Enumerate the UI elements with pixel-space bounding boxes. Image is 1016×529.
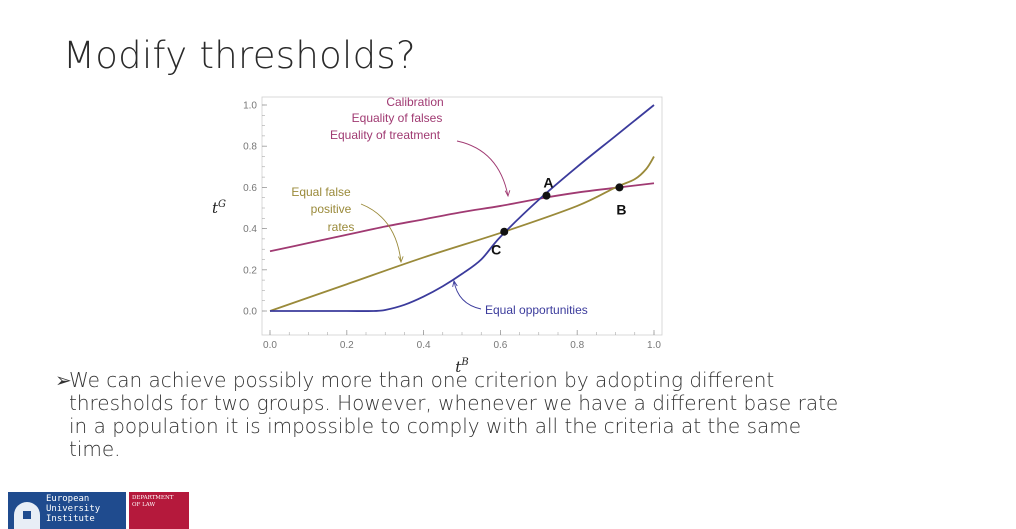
x-tick-label: 0.8 bbox=[570, 340, 584, 351]
y-axis-label: tG bbox=[212, 199, 226, 217]
calibration-arrow bbox=[456, 140, 509, 197]
body-line-3: in a population it is impossible to comp… bbox=[69, 414, 802, 438]
body-line-4: time. bbox=[69, 437, 121, 461]
annotation-calibration-line1: Calibration bbox=[386, 95, 443, 109]
calibration-line bbox=[269, 182, 655, 253]
body-line-2: thresholds for two groups. However, when… bbox=[69, 391, 839, 415]
building-icon bbox=[14, 502, 40, 529]
equal-false-positive-line bbox=[269, 156, 655, 312]
institute-name: European University Institute bbox=[46, 494, 101, 524]
x-tick-label: 1.0 bbox=[647, 340, 661, 351]
department-logo: DEPARTMENT OF LAW bbox=[129, 492, 189, 529]
x-tick-label: 0.6 bbox=[493, 340, 507, 351]
y-tick-label: 0.6 bbox=[243, 183, 257, 194]
slide-title: Modify thresholds? bbox=[63, 34, 416, 77]
y-tick-label: 0.4 bbox=[243, 224, 257, 235]
annotation-calibration-line3: Equality of treatment bbox=[330, 128, 441, 142]
x-tick-label: 0.2 bbox=[340, 340, 354, 351]
department-name: DEPARTMENT OF LAW bbox=[132, 495, 174, 508]
x-tick-label: 0.4 bbox=[417, 340, 431, 351]
equal-opportunities-line bbox=[270, 104, 655, 312]
equal-opportunities-arrow bbox=[453, 280, 482, 310]
fpr-arrow-head bbox=[398, 256, 404, 264]
annotation-equal-opportunities: Equal opportunities bbox=[485, 303, 588, 317]
bullet-arrow-icon: ➢ bbox=[55, 368, 72, 392]
annotation-fpr-line2: positive bbox=[311, 202, 352, 216]
annotation-calibration-line2: Equality of falses bbox=[352, 111, 443, 125]
point-label-b: B bbox=[616, 201, 626, 217]
annotation-fpr-line3: rates bbox=[328, 220, 355, 234]
y-tick-label: 0.8 bbox=[243, 142, 257, 153]
calibration-arrow-head bbox=[504, 190, 511, 198]
point-c bbox=[500, 227, 509, 236]
y-tick-label: 0.0 bbox=[243, 307, 257, 318]
x-tick-label: 0.0 bbox=[263, 340, 277, 351]
eui-logo-block: European University Institute bbox=[8, 492, 126, 529]
fpr-arrow bbox=[360, 203, 402, 263]
body-line-1: ➢We can achieve possibly more than one c… bbox=[55, 368, 775, 392]
y-tick-label: 0.2 bbox=[243, 265, 257, 276]
point-label-c: C bbox=[491, 242, 501, 258]
point-label-a: A bbox=[543, 175, 553, 191]
y-tick-label: 1.0 bbox=[243, 101, 257, 112]
annotation-fpr-line1: Equal false bbox=[291, 185, 351, 199]
point-a bbox=[542, 191, 551, 200]
point-b bbox=[615, 183, 624, 192]
body-paragraph: ➢We can achieve possibly more than one c… bbox=[55, 369, 955, 461]
equal-opportunities-arrow-head bbox=[452, 279, 458, 287]
